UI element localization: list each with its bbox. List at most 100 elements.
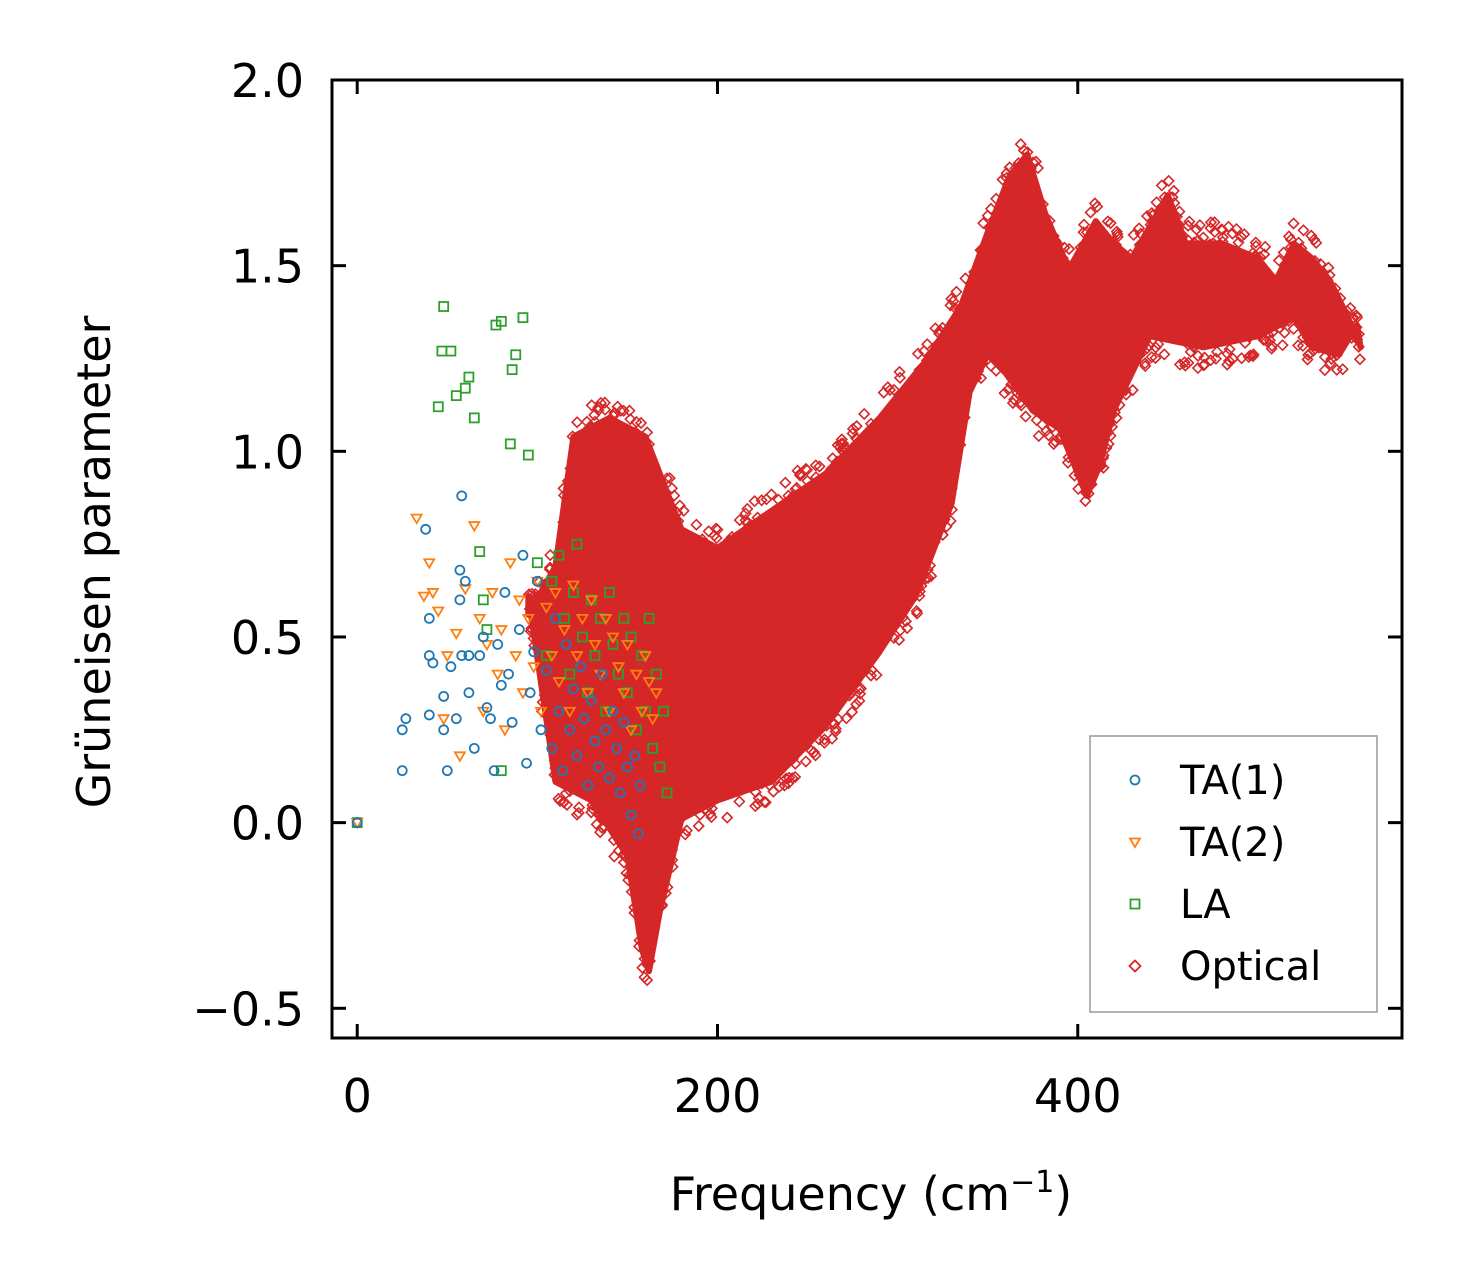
ta-2-point — [530, 576, 544, 589]
optical-point — [1038, 209, 1051, 223]
la-point — [595, 613, 606, 624]
optical-point — [933, 324, 947, 337]
optical-point — [1145, 350, 1158, 364]
optical-point — [1047, 437, 1060, 451]
ta-2-point — [494, 625, 508, 637]
ta-1-point — [549, 613, 561, 624]
optical-point — [690, 543, 704, 557]
optical-point — [616, 423, 630, 436]
ta-1-point — [589, 735, 601, 747]
optical-point — [647, 919, 661, 932]
la-point — [495, 315, 507, 327]
optical-point — [1089, 218, 1103, 231]
ta-2-point — [467, 521, 481, 533]
optical-point — [910, 605, 923, 618]
ta-2-point — [534, 706, 548, 719]
optical-point — [1190, 223, 1203, 236]
ta-2-point — [417, 591, 431, 603]
optical-point — [1155, 220, 1168, 233]
optical-point — [1221, 358, 1234, 371]
optical-point — [835, 437, 848, 450]
la-point — [618, 613, 630, 624]
optical-point — [1182, 356, 1195, 369]
optical-point — [1066, 262, 1079, 276]
optical-point — [1150, 328, 1163, 341]
optical-point — [549, 761, 562, 775]
optical-point — [840, 712, 853, 725]
optical-point — [1126, 383, 1139, 397]
optical-point — [1112, 377, 1125, 390]
ta-1-point — [535, 724, 547, 736]
optical-point — [990, 364, 1003, 377]
optical-point — [936, 321, 949, 334]
optical-point — [744, 519, 758, 532]
optical-point — [883, 383, 897, 397]
optical-point — [981, 209, 994, 222]
ta-1-point — [503, 668, 514, 680]
optical-point — [1101, 242, 1114, 255]
optical-point — [1350, 333, 1364, 346]
optical-point — [1334, 292, 1347, 305]
ta-1-point — [546, 742, 558, 754]
la-point — [661, 787, 673, 799]
optical-point — [625, 855, 638, 868]
optical-point — [958, 310, 971, 323]
optical-point — [1133, 333, 1146, 346]
optical-point — [1350, 321, 1363, 334]
optical-point — [850, 698, 863, 711]
optical-point — [834, 685, 847, 699]
y-tick-label: −0.5 — [192, 982, 304, 1036]
optical-point — [1084, 477, 1097, 490]
optical-point — [1173, 314, 1186, 327]
optical-point — [1175, 237, 1189, 250]
optical-point — [1037, 212, 1051, 225]
optical-point — [1006, 396, 1020, 410]
legend-label-optical: Optical — [1180, 944, 1321, 990]
optical-point — [943, 332, 956, 345]
optical-point — [1072, 482, 1085, 496]
ta-2-point — [437, 714, 451, 726]
la-point — [576, 631, 588, 643]
optical-point — [1296, 339, 1309, 353]
optical-point — [1353, 353, 1367, 366]
optical-point — [1238, 319, 1252, 332]
optical-point — [1352, 340, 1365, 353]
optical-point — [809, 459, 822, 472]
optical-point — [820, 481, 833, 495]
optical-point — [825, 732, 839, 745]
optical-point — [541, 710, 555, 723]
optical-point — [782, 771, 796, 784]
legend-marker-ta-1 — [1129, 774, 1141, 786]
optical-point — [923, 559, 937, 572]
optical-point — [913, 589, 926, 603]
optical-point — [1284, 241, 1298, 254]
optical-point — [619, 850, 632, 863]
la-point — [510, 349, 522, 361]
optical-point — [709, 557, 722, 570]
optical-point — [1185, 335, 1199, 348]
optical-point — [666, 853, 679, 867]
ta-2-point — [485, 588, 499, 600]
optical-point — [1297, 258, 1311, 272]
optical-point — [1076, 251, 1089, 265]
optical-point — [1132, 222, 1146, 235]
optical-point — [1246, 349, 1260, 363]
optical-point — [1262, 271, 1275, 285]
la-point — [450, 390, 462, 402]
optical-point — [1182, 234, 1195, 247]
optical-point — [757, 518, 770, 531]
x-tick-label: 200 — [674, 1069, 762, 1123]
optical-point — [1174, 330, 1187, 343]
optical-point — [629, 426, 642, 439]
optical-point — [1216, 223, 1229, 237]
optical-point — [926, 353, 939, 367]
optical-point — [837, 442, 851, 455]
optical-point — [1294, 305, 1307, 318]
optical-point — [1238, 336, 1252, 349]
ta-1-point — [423, 613, 435, 624]
optical-point — [665, 482, 679, 495]
optical-point — [769, 772, 783, 785]
optical-point — [1168, 315, 1181, 329]
optical-point — [865, 663, 878, 677]
optical-point — [1074, 241, 1087, 254]
